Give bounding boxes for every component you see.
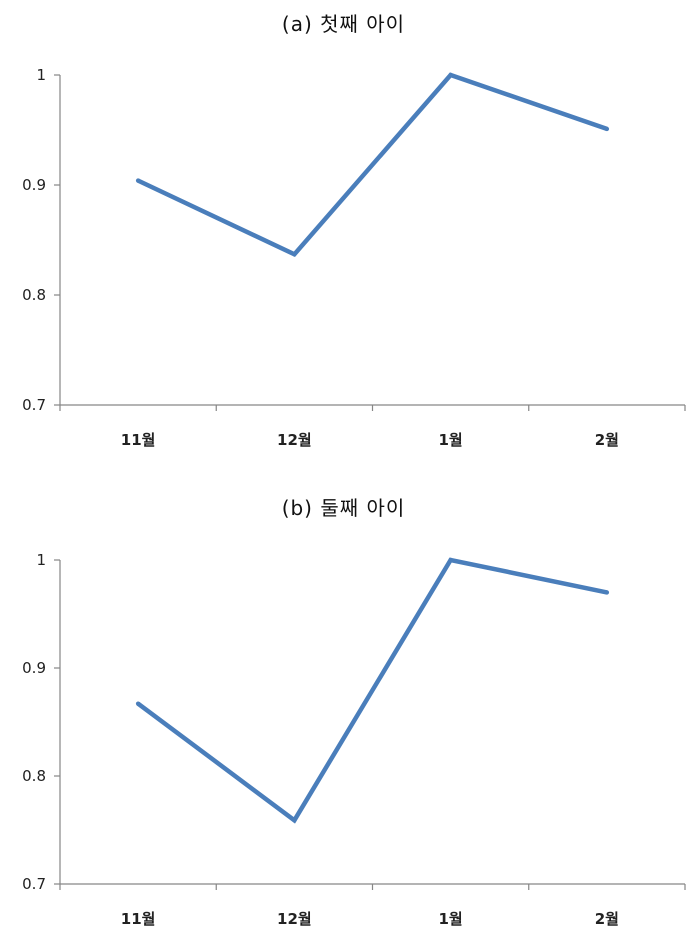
y-tick-label: 0.8 — [22, 767, 46, 785]
x-tick-label: 11월 — [121, 431, 156, 449]
y-tick-label: 1 — [36, 551, 46, 569]
series-line — [136, 557, 608, 824]
y-tick-label: 1 — [36, 66, 46, 84]
x-tick-label: 1월 — [439, 910, 463, 928]
line-chart-second-child: 0.7 0.8 0.9 1 11월 12월 1월 2월 — [22, 551, 686, 928]
y-tick-label: 0.9 — [22, 176, 46, 194]
data-point — [292, 818, 297, 823]
x-tick-label: 2월 — [595, 910, 619, 928]
data-point — [135, 178, 141, 183]
x-tick-label: 1월 — [439, 431, 463, 449]
y-tick-label: 0.7 — [22, 875, 46, 893]
line-chart-first-child: 0.7 0.8 0.9 1 11월 12월 1월 2월 — [22, 66, 686, 449]
y-tick-label: 0.8 — [22, 286, 46, 304]
x-tick-label: 2월 — [595, 431, 619, 449]
chart-title-first-child: (a) 첫째 아이 — [281, 12, 406, 36]
series-line — [137, 72, 608, 258]
x-tick-label: 12월 — [277, 910, 312, 928]
y-tick-label: 0.9 — [22, 659, 46, 677]
data-point — [448, 557, 453, 563]
y-tick-label: 0.7 — [22, 396, 46, 414]
chart-title-second-child: (b) 둘째 아이 — [281, 496, 406, 520]
data-point — [135, 701, 141, 706]
x-tick-label: 12월 — [277, 431, 312, 449]
data-point — [292, 252, 297, 257]
data-point — [604, 590, 610, 595]
data-point — [604, 126, 610, 132]
data-point — [448, 72, 453, 78]
x-tick-label: 11월 — [121, 910, 156, 928]
